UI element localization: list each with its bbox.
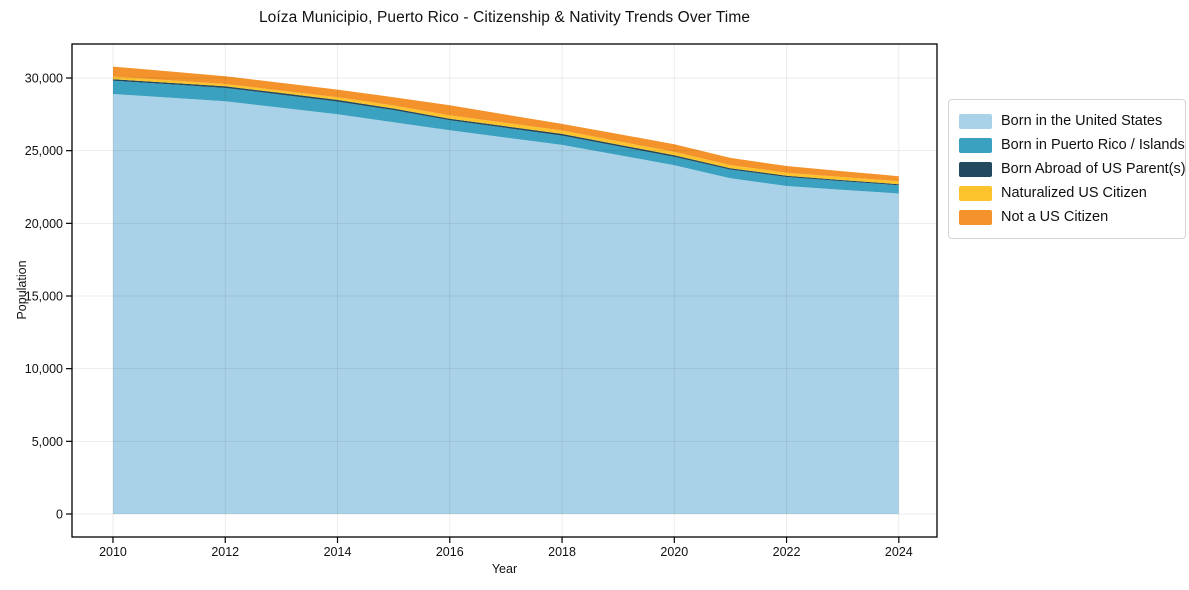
legend-swatch-icon — [959, 137, 992, 153]
y-tick-label-15000: 15,000 — [25, 290, 63, 304]
legend-swatch-icon — [959, 113, 992, 129]
x-tick-label-2010: 2010 — [99, 545, 127, 559]
x-tick-label-2024: 2024 — [885, 545, 913, 559]
chart-title: Loíza Municipio, Puerto Rico - Citizensh… — [258, 9, 751, 26]
legend-item-4: Not a US Citizen — [959, 205, 1175, 229]
y-tick-label-25000: 25,000 — [25, 144, 63, 158]
legend-swatch-icon — [959, 209, 992, 225]
y-tick-label-5000: 5,000 — [32, 435, 63, 449]
legend-swatch-icon — [959, 185, 992, 201]
legend-label: Naturalized US Citizen — [1001, 185, 1147, 201]
x-tick-label-2014: 2014 — [324, 545, 352, 559]
legend-label: Born Abroad of US Parent(s) — [1001, 161, 1186, 177]
y-tick-label-0: 0 — [56, 507, 63, 521]
x-tick-label-2022: 2022 — [773, 545, 801, 559]
legend-item-2: Born Abroad of US Parent(s) — [959, 157, 1186, 181]
legend-item-1: Born in Puerto Rico / Islands — [959, 133, 1185, 157]
area-series-0 — [113, 94, 899, 514]
legend-item-0: Born in the United States — [959, 109, 1175, 133]
area-series-1 — [113, 80, 899, 194]
x-tick-label-2020: 2020 — [660, 545, 688, 559]
y-tick-label-10000: 10,000 — [25, 362, 63, 376]
y-axis-label: Population — [15, 260, 29, 320]
x-tick-label-2016: 2016 — [436, 545, 464, 559]
plot-border — [71, 43, 938, 538]
legend: Born in the United States Born in Puerto … — [948, 99, 1186, 239]
area-series-4 — [113, 66, 899, 182]
y-tick-label-30000: 30,000 — [25, 72, 63, 86]
legend-swatch-icon — [959, 161, 992, 177]
y-tick-label-20000: 20,000 — [25, 217, 63, 231]
x-tick-label-2018: 2018 — [548, 545, 576, 559]
x-axis-label: Year — [491, 562, 518, 576]
legend-label: Born in the United States — [1001, 113, 1163, 129]
legend-item-3: Naturalized US Citizen — [959, 181, 1175, 205]
x-tick-label-2012: 2012 — [211, 545, 239, 559]
legend-label: Not a US Citizen — [1001, 209, 1109, 225]
legend-label: Born in Puerto Rico / Islands — [1001, 137, 1185, 153]
